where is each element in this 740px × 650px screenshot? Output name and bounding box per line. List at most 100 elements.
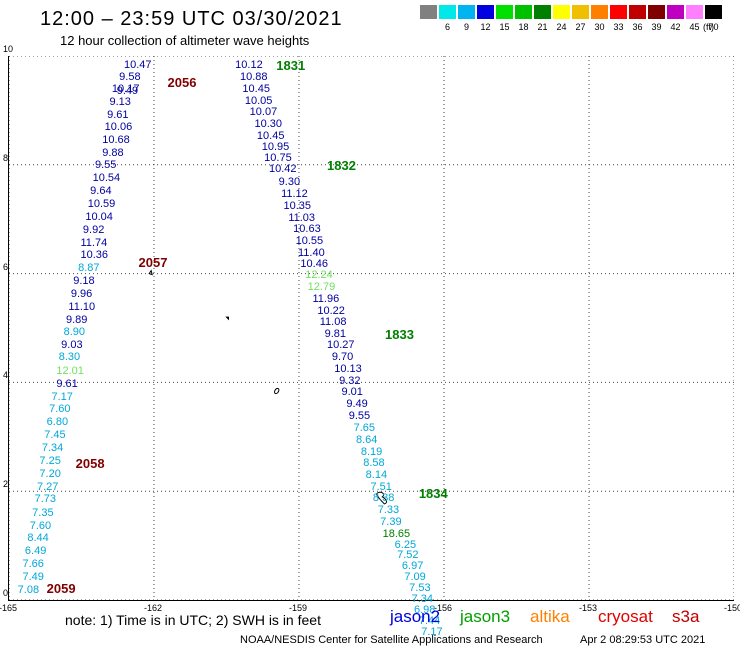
legend-label: 39	[651, 22, 662, 32]
longitude-tick-label: -156	[433, 603, 453, 613]
longitude-tick-label: -153	[578, 603, 598, 613]
satellite-name: altika	[530, 607, 570, 626]
legend-swatch	[705, 5, 722, 19]
legend-swatch	[477, 5, 494, 19]
legend-label: 24	[556, 22, 567, 32]
latitude-tick-label: 6	[3, 261, 9, 272]
wave-height-label: 7.09	[404, 571, 426, 584]
legend-label: 12	[480, 22, 491, 32]
wave-height-label: 10.07	[249, 106, 278, 119]
legend-swatch	[648, 5, 665, 19]
legend-swatch	[553, 5, 570, 19]
legend-swatch	[458, 5, 475, 19]
map-title: 12:00 – 23:59 UTC 03/30/2021	[40, 8, 343, 30]
wave-height-label: 7.53	[409, 582, 431, 595]
wave-height-label: 10.27	[327, 339, 355, 352]
latitude-tick-label: 4	[3, 370, 9, 381]
legend-swatch	[629, 5, 646, 19]
wave-height-label: 6.25	[394, 538, 417, 551]
pass-time-label: 2058	[75, 456, 105, 471]
latitude-tick-label: 2	[3, 479, 9, 490]
map-grid	[9, 56, 734, 600]
wave-height-label: 10.47	[124, 58, 152, 71]
legend-swatch	[496, 5, 513, 19]
wave-height-label: 10.63	[293, 223, 321, 236]
wave-height-label: 9.49	[346, 398, 368, 411]
wave-height-label: 9.13	[109, 95, 131, 108]
wave-height-label: 7.45	[44, 428, 66, 441]
wave-height-label: 9.58	[119, 70, 141, 83]
wave-height-label: 10.05	[244, 94, 273, 107]
legend-label: 45	[689, 22, 700, 32]
wave-height-label: 6.80	[46, 416, 69, 429]
pass-time-label: 2056	[167, 75, 197, 91]
wave-height-label: 7.65	[353, 422, 375, 435]
wave-height-label: 10.68	[102, 134, 130, 147]
wave-height-label: 10.45	[242, 82, 270, 95]
wave-height-label: 9.96	[70, 288, 93, 301]
wave-height-label: 7.39	[380, 515, 402, 528]
island-outline	[274, 387, 280, 395]
wave-height-label: 7.34	[41, 441, 64, 454]
legend-label: 70	[708, 22, 719, 32]
wave-height-label: 9.55	[348, 410, 371, 423]
wave-height-label: 9.61	[56, 377, 78, 390]
wave-height-label: 10.13	[334, 363, 362, 376]
legend-label: 15	[499, 22, 510, 32]
wave-height-label: 9.01	[341, 386, 363, 399]
wave-height-label: 11.10	[68, 300, 96, 313]
pass-time-label: 2057	[138, 254, 168, 270]
wave-height-label: 7.44	[418, 614, 441, 627]
wave-height-label: 10.35	[283, 199, 312, 212]
wave-height-label: 9.61	[107, 108, 129, 121]
wave-height-label: 11.08	[319, 315, 347, 328]
longitude-tick-label: -162	[143, 603, 163, 613]
longitude-tick-label: -159	[288, 603, 308, 613]
wave-height-label: 10.30	[254, 118, 283, 131]
legend-label: 6	[444, 22, 450, 32]
wave-height-label: 7.25	[39, 454, 61, 467]
legend-label: 42	[670, 22, 681, 32]
wave-height-label: 6.98	[414, 603, 436, 616]
pass-time-label: 1834	[418, 485, 448, 501]
satellite-name: jason3	[460, 607, 511, 626]
wave-height-label: 11.96	[312, 292, 340, 305]
wave-height-label: 8.90	[63, 326, 85, 339]
legend-label: 27	[575, 22, 586, 32]
legend-label: 30	[594, 22, 605, 32]
wave-height-label: 7.66	[22, 558, 44, 571]
wave-height-label: 10.06	[104, 121, 133, 134]
satellite-name: jason2	[390, 607, 441, 626]
legend-swatch	[534, 5, 551, 19]
wave-height-label: 11.03	[288, 212, 316, 225]
wave-height-label: 12.79	[307, 280, 336, 293]
wave-height-label: 9.92	[82, 223, 105, 236]
wave-height-label: 7.60	[29, 519, 52, 532]
wave-height-label: 7.17	[421, 625, 443, 638]
wave-height-label: 8.64	[356, 434, 378, 447]
latitude-tick-label: 8	[3, 152, 9, 163]
legend-label: 18	[518, 22, 529, 32]
timestamp: Apr 2 08:29:53 UTC 2021	[580, 634, 706, 646]
latitude-tick-label: 10	[3, 44, 14, 54]
wave-height-label: 6.49	[24, 545, 47, 558]
wave-height-label: 8.87	[78, 261, 100, 274]
credit-line: NOAA/NESDIS Center for Satellite Applica…	[240, 634, 543, 646]
island-outline	[148, 269, 153, 276]
wave-height-label: 7.35	[32, 506, 54, 519]
wave-height-label: 10.04	[85, 210, 113, 223]
legend-label: 36	[632, 22, 643, 32]
wave-height-label: 9.64	[90, 185, 112, 197]
wave-height-label: 10.59	[87, 198, 116, 211]
wave-height-label: 10.75	[264, 152, 292, 165]
legend-swatch	[420, 5, 437, 19]
wave-height-label: 10.54	[92, 172, 121, 185]
wave-height-label: 10.88	[240, 70, 268, 83]
island-outline	[225, 316, 229, 321]
wave-height-label: 9.70	[331, 351, 354, 364]
wave-height-label: 9.03	[61, 338, 83, 351]
wave-height-label: 8.19	[360, 446, 383, 459]
legend-swatch	[686, 5, 703, 19]
wave-height-label: 8.30	[58, 351, 81, 364]
wave-height-label: 8.58	[363, 457, 385, 469]
